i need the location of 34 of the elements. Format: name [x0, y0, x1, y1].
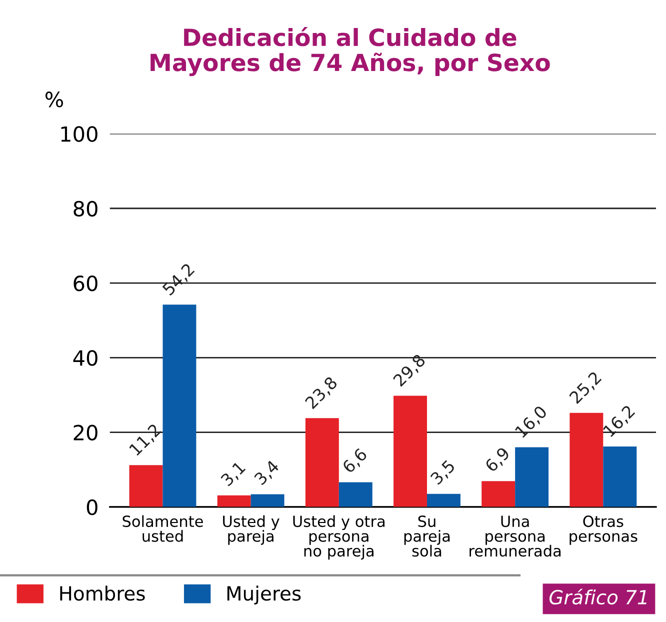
bar	[515, 447, 549, 507]
y-tick-label: 80	[74, 200, 98, 217]
bar	[305, 418, 339, 507]
legend-label: Hombres	[60, 586, 145, 601]
x-tick-label: Solamente usted	[122, 515, 203, 542]
y-tick-label: 0	[86, 499, 98, 516]
bar	[603, 446, 637, 507]
text: Gráfico 71	[549, 588, 646, 605]
x-tick-label: Usted y pareja	[223, 515, 280, 545]
y-tick-label: 20	[74, 424, 98, 440]
data-label: 6,9	[484, 446, 512, 474]
bar	[250, 494, 284, 507]
bar	[482, 481, 516, 507]
x-tick-label: Otras personas	[570, 516, 638, 545]
x-tick-label: Su pareja sola	[404, 516, 450, 557]
bar	[162, 304, 196, 507]
bar	[570, 412, 604, 507]
data-label: 6,6	[342, 448, 369, 475]
y-tick-label: 60	[74, 275, 98, 292]
data-label: 3,1	[220, 460, 247, 488]
x-tick-label: Una persona remunerada	[470, 516, 561, 557]
legend-label: Mujeres	[227, 586, 301, 604]
bar	[129, 465, 163, 507]
data-label: 3,5	[430, 459, 457, 486]
bar	[426, 494, 460, 507]
y-tick-label: 100	[61, 126, 98, 142]
bar	[394, 396, 427, 507]
bar	[217, 495, 251, 507]
y-axis-title: %	[46, 92, 63, 108]
data-label: 3,4	[254, 459, 281, 487]
y-tick-label: 40	[73, 350, 98, 366]
x-tick-label: Usted y otra persona no pareja	[293, 515, 385, 560]
chart-title: Dedicación al Cuidado de Mayores de 74 Años, por Sexo	[150, 27, 550, 76]
bar	[338, 482, 372, 507]
